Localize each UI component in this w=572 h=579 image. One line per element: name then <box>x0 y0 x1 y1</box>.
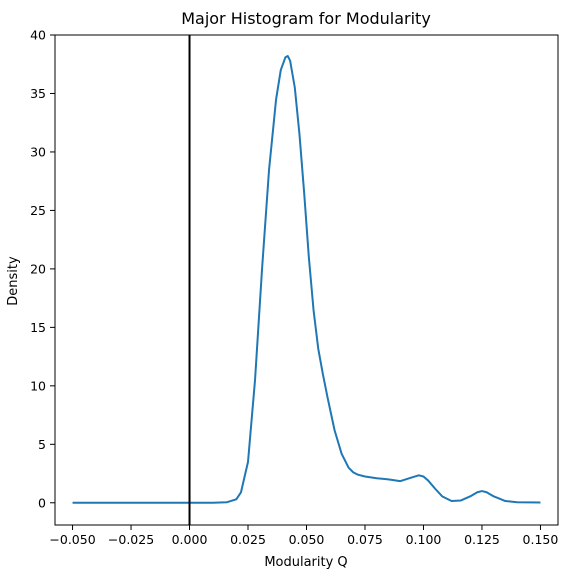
x-tick-label: −0.050 <box>49 532 95 547</box>
x-axis-label: Modularity Q <box>264 555 347 570</box>
density-curve-line <box>72 55 541 504</box>
plot-frame <box>54 34 559 526</box>
x-tick-label: 0.025 <box>230 532 266 547</box>
y-tick-label: 35 <box>30 86 46 101</box>
x-tick-label: 0.075 <box>347 532 383 547</box>
x-tick-label: −0.025 <box>108 532 154 547</box>
x-tick-label: 0.000 <box>172 532 208 547</box>
x-tick-label: 0.100 <box>406 532 442 547</box>
y-tick-label: 40 <box>30 28 46 43</box>
y-axis-label: Density <box>6 256 21 306</box>
x-tick-label: 0.050 <box>289 532 325 547</box>
y-tick-label: 10 <box>30 378 46 393</box>
x-tick-label: 0.150 <box>523 532 559 547</box>
plot-area: −0.050 −0.025 0.000 0.025 0.050 0.075 0.100 0.1… <box>30 28 559 547</box>
chart-title: Major Histogram for Modularity <box>181 9 431 28</box>
y-tick-label: 0 <box>38 495 46 510</box>
x-tick-label: 0.125 <box>464 532 500 547</box>
y-tick-label: 30 <box>30 144 46 159</box>
y-tick-label: 25 <box>30 203 46 218</box>
y-tick-label: 5 <box>38 437 46 452</box>
y-tick-label: 20 <box>30 261 46 276</box>
y-tick-label: 15 <box>30 320 46 335</box>
